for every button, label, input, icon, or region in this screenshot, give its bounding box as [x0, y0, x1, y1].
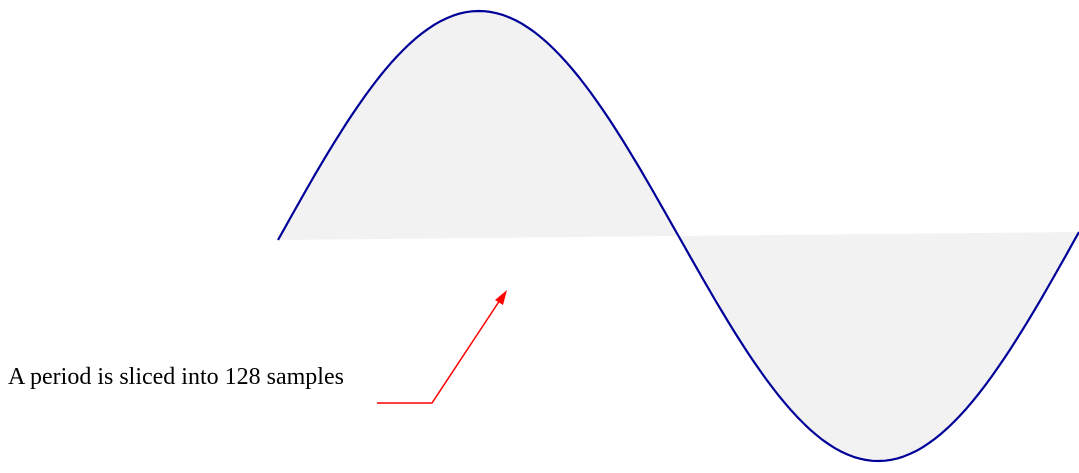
arrow-head [495, 290, 507, 305]
annotation-text: A period is sliced into 128 samples [8, 364, 344, 390]
sine-curve [277, 9, 1079, 463]
annotation-arrow [377, 293, 505, 404]
